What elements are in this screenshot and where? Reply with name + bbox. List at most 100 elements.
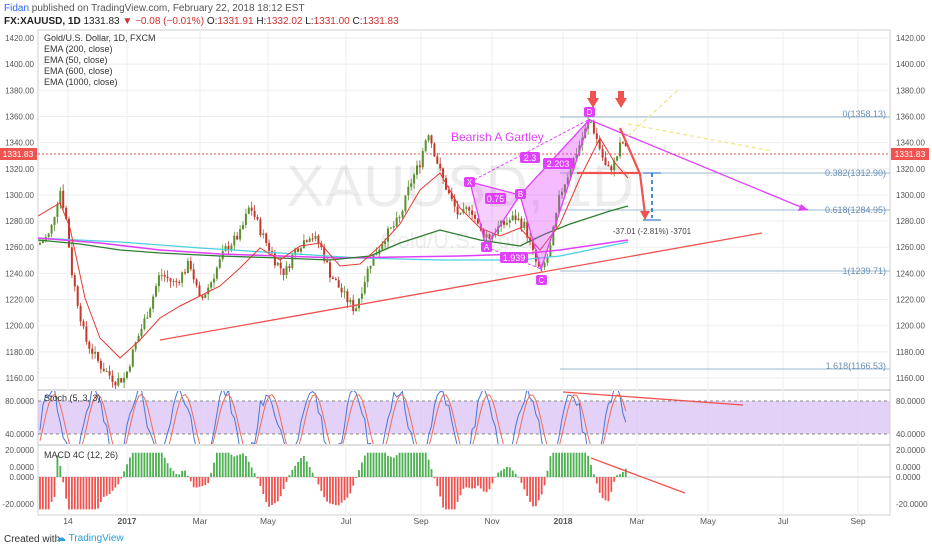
macd-bar bbox=[581, 452, 584, 477]
macd-bar bbox=[129, 457, 131, 477]
macd-bar bbox=[453, 477, 456, 510]
price-tick-right: 1160.00 bbox=[896, 374, 925, 383]
legend-ema-1000[interactable]: EMA (1000, close) bbox=[44, 77, 118, 87]
candle-body bbox=[91, 348, 94, 354]
price-tick-left: 1200.00 bbox=[5, 322, 34, 331]
candle-body bbox=[572, 158, 575, 170]
macd-bar bbox=[491, 477, 494, 484]
stoch-k-line bbox=[39, 391, 627, 444]
trendline-resistance[interactable] bbox=[589, 119, 809, 211]
candle-body bbox=[413, 174, 416, 184]
fib-label-0382: 0.382(1312.90) bbox=[825, 168, 886, 178]
candle-body bbox=[265, 233, 268, 243]
legend-ema-200[interactable]: EMA (200, close) bbox=[44, 44, 113, 54]
macd-title[interactable]: MACD 4C (12, 26) bbox=[44, 450, 118, 460]
candle-body bbox=[598, 138, 601, 149]
trendline-support[interactable] bbox=[159, 232, 763, 341]
time-tick: 2017 bbox=[118, 516, 137, 526]
candle-body bbox=[213, 278, 215, 283]
candle-body bbox=[152, 296, 155, 309]
chart-canvas[interactable]: XAUUSD, 1D Gold/U.S. Dollar 0(1358.13) 0… bbox=[0, 28, 932, 530]
macd-bar bbox=[479, 477, 482, 489]
stoch-tick: 40.0000 bbox=[896, 430, 925, 439]
candle-body bbox=[157, 275, 160, 287]
price-tick-left: 1160.00 bbox=[6, 374, 35, 383]
legend-ema-50[interactable]: EMA (50, close) bbox=[44, 55, 108, 65]
tradingview-logo-icon[interactable]: ☁ TradingView bbox=[56, 533, 124, 544]
candle-body bbox=[224, 246, 227, 252]
candle-body bbox=[387, 228, 389, 242]
macd-tick-left: 0.0000 bbox=[10, 473, 35, 482]
candle-body bbox=[155, 286, 157, 297]
price-axis-left[interactable]: 1420.00 1400.00 1380.00 1360.00 1340.00 1320.… bbox=[5, 34, 34, 383]
watermark-symbol: XAUUSD, 1D bbox=[286, 154, 634, 219]
candle-body bbox=[427, 135, 430, 141]
candle-body bbox=[134, 342, 137, 350]
macd-bar bbox=[105, 477, 108, 496]
legend-title[interactable]: Gold/U.S. Dollar, 1D, FXCM bbox=[44, 33, 156, 43]
candle-body bbox=[99, 360, 102, 369]
candle-body bbox=[82, 321, 85, 327]
candle-body bbox=[520, 218, 523, 228]
candle-body bbox=[70, 247, 73, 276]
macd-bar bbox=[555, 452, 558, 477]
stoch-tick-left: 40.0000 bbox=[5, 430, 34, 439]
pattern-bcd-fill bbox=[519, 118, 591, 272]
macd-bar bbox=[111, 477, 114, 491]
candle-body bbox=[186, 261, 189, 274]
candle-body bbox=[256, 216, 259, 220]
legend-ema-600[interactable]: EMA (600, close) bbox=[44, 66, 113, 76]
plot-frame bbox=[37, 29, 891, 516]
macd-histogram bbox=[38, 452, 890, 510]
candle-body bbox=[381, 244, 384, 250]
macd-bar bbox=[569, 452, 572, 477]
macd-bar bbox=[53, 477, 56, 497]
publisher-name[interactable]: Fidan bbox=[4, 3, 30, 14]
macd-bar bbox=[230, 454, 233, 477]
candle-body bbox=[207, 287, 210, 295]
macd-bar bbox=[300, 457, 302, 477]
candle-body bbox=[192, 269, 195, 280]
candle-body bbox=[76, 286, 79, 306]
macd-tick: 20.0000 bbox=[896, 446, 925, 455]
price-tick-right: 1340.00 bbox=[896, 139, 925, 148]
macd-bar bbox=[619, 474, 621, 477]
macd-bar bbox=[401, 452, 404, 477]
macd-bar bbox=[181, 470, 183, 477]
candle-body bbox=[471, 210, 474, 215]
candle-body bbox=[592, 121, 595, 134]
stoch-tick-left: 80.0000 bbox=[5, 397, 34, 406]
macd-bar bbox=[126, 464, 128, 477]
point-b-label: B bbox=[518, 190, 523, 199]
ratio-2203-box: 2.203 bbox=[543, 158, 573, 169]
macd-axis: 20.000020.00000.00000.0000-20.0000-20.00… bbox=[2, 446, 928, 509]
candle-body bbox=[68, 218, 70, 248]
candle-body bbox=[384, 241, 387, 245]
stoch-d-line bbox=[39, 393, 627, 444]
candles bbox=[39, 117, 627, 389]
candle-body bbox=[558, 195, 561, 213]
time-axis[interactable]: 14 2017 Mar May Jul Sep Nov 2018 Mar May Jul Sep bbox=[63, 516, 866, 526]
macd-bar bbox=[262, 477, 265, 494]
stoch-title[interactable]: Stoch (5, 3, 3) bbox=[44, 393, 101, 403]
macd-bar bbox=[529, 477, 531, 502]
price-axis-right[interactable]: 1420.00 1400.00 1380.00 1360.00 1340.00 1320.… bbox=[896, 34, 925, 383]
legend: Gold/U.S. Dollar, 1D, FXCM EMA (200, clo… bbox=[44, 33, 156, 87]
price-tick-left: 1320.00 bbox=[5, 165, 34, 174]
macd-bar bbox=[221, 452, 224, 477]
low-label: L: bbox=[305, 16, 314, 27]
price-range-measure[interactable]: -37.01 (-2.81%) -3701 bbox=[613, 172, 692, 236]
macd-bar bbox=[218, 452, 221, 477]
macd-bar bbox=[558, 452, 560, 477]
symbol-label[interactable]: FX:XAUUSD, 1D bbox=[4, 16, 81, 27]
candle-body bbox=[210, 282, 213, 288]
macd-bar bbox=[332, 477, 334, 505]
macd-bar bbox=[204, 477, 207, 486]
macd-bar bbox=[140, 452, 143, 477]
macd-bar bbox=[436, 477, 439, 487]
macd-bar bbox=[247, 461, 250, 477]
gartley-pattern[interactable]: X A B C D 0.75 1.939 2.203 2.3 bbox=[464, 107, 595, 285]
ema-200-line bbox=[38, 136, 629, 359]
candle-body bbox=[239, 229, 242, 240]
macd-bar bbox=[317, 477, 320, 485]
